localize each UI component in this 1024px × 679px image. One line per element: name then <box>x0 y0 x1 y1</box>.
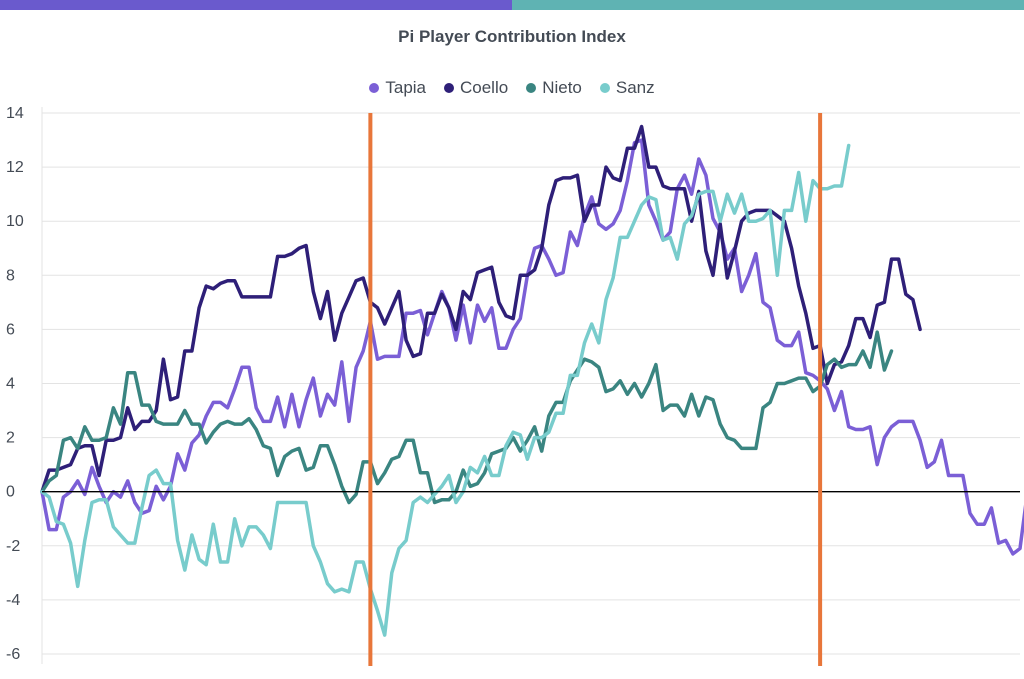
top-accent-bar <box>0 0 1024 10</box>
legend-item-tapia[interactable]: Tapia <box>369 78 426 98</box>
legend-dot-icon <box>444 83 454 93</box>
y-tick-label: 14 <box>6 105 24 122</box>
accent-bar-left <box>0 0 512 10</box>
legend-dot-icon <box>599 83 610 93</box>
y-tick-label: -2 <box>6 538 20 555</box>
legend-item-sanz[interactable]: Sanz <box>599 78 655 98</box>
y-tick-label: 4 <box>6 376 15 393</box>
y-tick-label: -4 <box>6 592 20 609</box>
accent-bar-right <box>512 0 1024 10</box>
series-line-coello <box>40 124 922 494</box>
chart-legend: Tapia Coello Nieto Sanz <box>0 78 1024 98</box>
legend-label: Tapia <box>385 78 426 97</box>
y-tick-label: -6 <box>6 646 20 663</box>
y-tick-label: 2 <box>6 430 15 447</box>
y-tick-label: 10 <box>6 213 24 230</box>
legend-label: Coello <box>460 78 509 97</box>
chart-title: Pi Player Contribution Index <box>398 27 626 46</box>
y-tick-label: 6 <box>6 321 15 338</box>
y-tick-label: 8 <box>6 267 15 284</box>
legend-dot-icon <box>369 83 380 93</box>
legend-item-nieto[interactable]: Nieto <box>526 78 582 98</box>
series-line-sanz <box>40 143 851 637</box>
y-tick-label: 12 <box>6 159 24 176</box>
y-tick-label: 0 <box>6 484 15 501</box>
legend-item-coello[interactable]: Coello <box>444 78 508 98</box>
legend-label: Nieto <box>542 78 582 97</box>
legend-label: Sanz <box>615 78 655 97</box>
legend-dot-icon <box>526 83 537 93</box>
series-line-tapia <box>40 138 1024 556</box>
